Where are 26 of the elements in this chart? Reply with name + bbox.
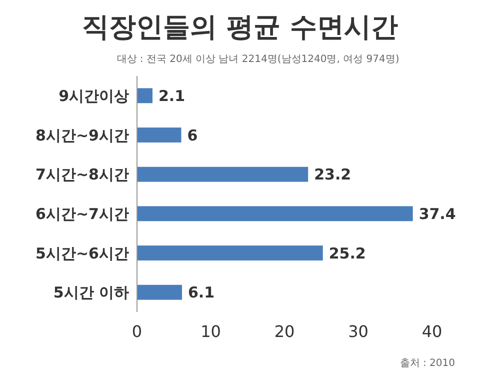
x-tick-label: 20 <box>274 322 295 341</box>
y-tick-label: 9시간이상 <box>58 86 129 105</box>
y-tick-label: 6시간~7시간 <box>36 204 129 223</box>
x-tick-label: 0 <box>132 322 142 341</box>
x-tick-label: 10 <box>200 322 221 341</box>
data-label: 6 <box>187 126 198 144</box>
data-label: 25.2 <box>328 244 366 262</box>
bar <box>137 206 413 222</box>
y-tick-label: 8시간~9시간 <box>36 126 129 144</box>
y-tick-label: 5시간~6시간 <box>36 244 129 262</box>
source-note: 출처 : 2010 <box>400 358 455 369</box>
y-tick-label: 7시간~8시간 <box>36 166 129 184</box>
chart-subtitle: 대상 : 전국 20세 이상 남녀 2214명(남성1240명, 여성 974명) <box>116 54 400 65</box>
bar <box>137 284 182 300</box>
x-tick-label: 40 <box>422 322 442 341</box>
chart-title: 직장인들의 평균 수면시간 <box>82 12 398 43</box>
bar <box>137 166 308 182</box>
data-label: 23.2 <box>314 166 352 184</box>
bar <box>137 88 152 104</box>
data-label: 37.4 <box>418 204 456 223</box>
y-tick-label: 5시간 이하 <box>53 284 129 302</box>
data-label: 2.1 <box>158 86 186 105</box>
bar <box>137 246 323 260</box>
data-label: 6.1 <box>188 284 215 302</box>
x-tick-label: 30 <box>348 322 368 341</box>
bar <box>137 128 182 142</box>
